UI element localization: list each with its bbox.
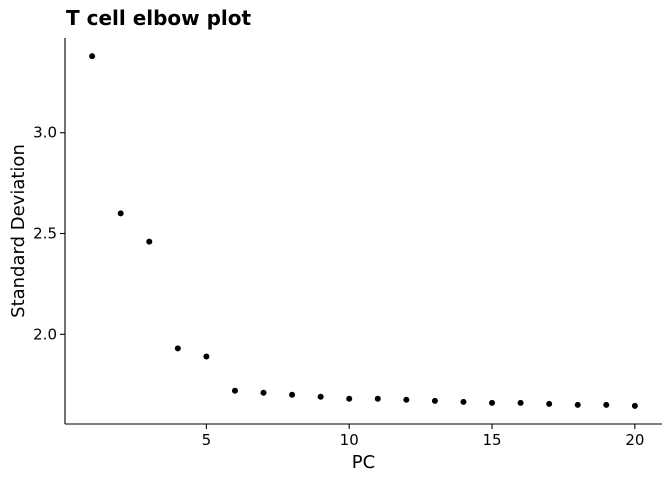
data-point-pc-1 <box>89 53 96 60</box>
y-axis-ticks: 2.0 2.5 3.0 <box>33 124 65 343</box>
x-axis-label: PC <box>352 452 375 473</box>
data-point-pc-5 <box>203 353 210 360</box>
y-tick-label: 2.5 <box>33 225 57 243</box>
data-point-pc-11 <box>374 395 381 402</box>
data-point-pc-9 <box>317 393 324 400</box>
data-point-pc-10 <box>346 395 353 402</box>
x-tick-label: 15 <box>482 431 501 449</box>
y-tick-label: 2.0 <box>33 325 57 343</box>
data-point-pc-20 <box>631 402 638 409</box>
data-point-pc-18 <box>574 401 581 408</box>
x-tick-label: 20 <box>625 431 644 449</box>
data-point-pc-7 <box>260 389 267 396</box>
data-point-pc-16 <box>517 399 524 406</box>
data-point-pc-19 <box>603 401 610 408</box>
data-point-pc-3 <box>146 238 153 245</box>
data-point-pc-15 <box>489 399 496 406</box>
plot-area: 2.0 2.5 3.0 5 10 15 20 <box>33 38 662 449</box>
chart-title: T cell elbow plot <box>66 6 252 30</box>
data-points <box>89 53 638 409</box>
data-point-pc-2 <box>117 210 124 217</box>
data-point-pc-6 <box>231 387 238 394</box>
data-point-pc-17 <box>546 400 553 407</box>
data-point-pc-12 <box>403 396 410 403</box>
x-tick-label: 5 <box>202 431 212 449</box>
data-point-pc-14 <box>460 398 467 405</box>
x-tick-label: 10 <box>340 431 359 449</box>
x-axis-ticks: 5 10 15 20 <box>202 424 644 449</box>
data-point-pc-13 <box>431 397 438 404</box>
data-point-pc-8 <box>289 391 296 398</box>
y-axis-label: Standard Deviation <box>8 144 29 318</box>
y-tick-label: 3.0 <box>33 124 57 142</box>
data-point-pc-4 <box>174 345 181 352</box>
